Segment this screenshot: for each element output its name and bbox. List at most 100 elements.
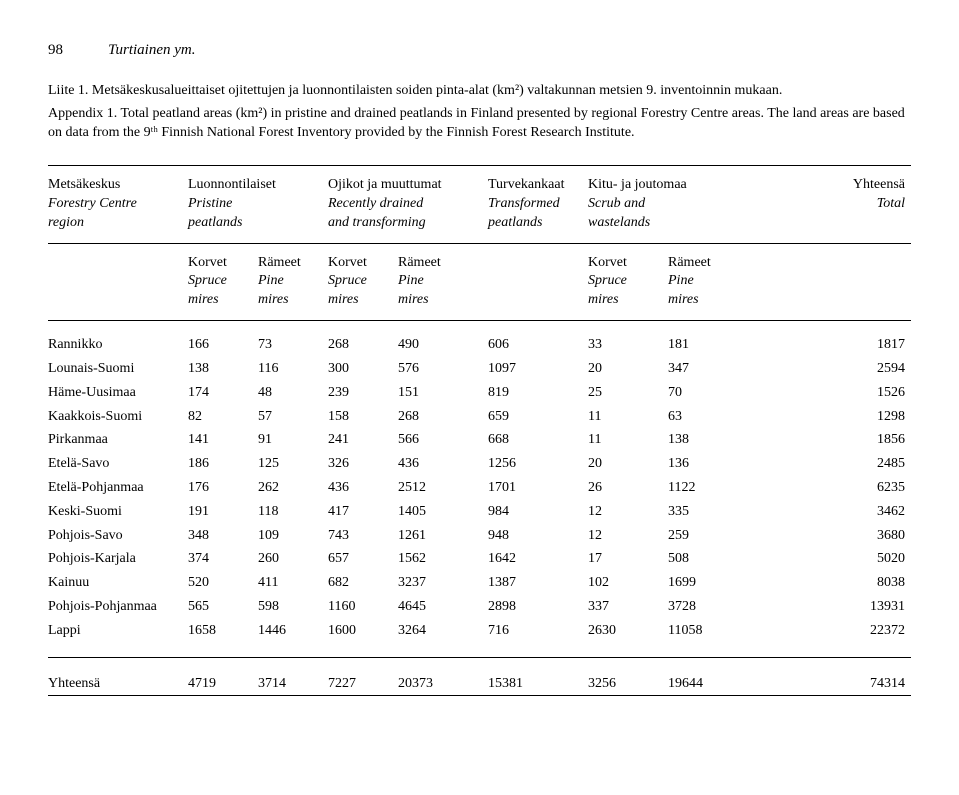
- cell-k1: 102: [588, 571, 668, 595]
- cell-y: 1298: [758, 405, 911, 429]
- cell-l2: 48: [258, 381, 328, 405]
- cell-o1: 1160: [328, 595, 398, 619]
- cell-l1: 520: [188, 571, 258, 595]
- cell-k2: 136: [668, 452, 758, 476]
- hdr-blank: [48, 254, 188, 273]
- cell-o2: 2512: [398, 476, 488, 500]
- total-l1: 4719: [188, 672, 258, 696]
- cell-region: Kaakkois-Suomi: [48, 405, 188, 429]
- cell-o2: 490: [398, 333, 488, 357]
- total-t: 15381: [488, 672, 588, 696]
- cell-region: Kainuu: [48, 571, 188, 595]
- table-row: Häme-Uusimaa1744823915181925701526: [48, 381, 911, 405]
- cell-t: 668: [488, 428, 588, 452]
- cell-l1: 186: [188, 452, 258, 476]
- hdr-mires-3: mires: [328, 291, 398, 310]
- caption-english: Appendix 1. Total peatland areas (km²) i…: [48, 105, 911, 143]
- hdr-turve-en: Transformed: [488, 195, 588, 214]
- cell-l1: 82: [188, 405, 258, 429]
- hdr-luon-fi: Luonnontilaiset: [188, 176, 328, 195]
- cell-k1: 20: [588, 452, 668, 476]
- running-head: Turtiainen ym.: [108, 40, 196, 60]
- table-row: Pirkanmaa14191241566668111381856: [48, 428, 911, 452]
- hdr-pine-3: Pine: [668, 272, 758, 291]
- cell-region: Keski-Suomi: [48, 500, 188, 524]
- column-header-group-1: Metsäkeskus Luonnontilaiset Ojikot ja mu…: [48, 166, 911, 243]
- cell-k2: 335: [668, 500, 758, 524]
- cell-o1: 436: [328, 476, 398, 500]
- cell-l2: 73: [258, 333, 328, 357]
- cell-region: Pirkanmaa: [48, 428, 188, 452]
- cell-o1: 268: [328, 333, 398, 357]
- cell-o1: 158: [328, 405, 398, 429]
- running-header: 98 Turtiainen ym.: [48, 40, 911, 60]
- cell-o2: 3264: [398, 619, 488, 643]
- cell-o1: 417: [328, 500, 398, 524]
- table-row: Kainuu5204116823237138710216998038: [48, 571, 911, 595]
- hdr-region-fi: Metsäkeskus: [48, 176, 188, 195]
- hdr-turve-en2: peatlands: [488, 214, 588, 233]
- page-number: 98: [48, 40, 108, 60]
- cell-l2: 262: [258, 476, 328, 500]
- cell-k2: 11058: [668, 619, 758, 643]
- cell-o1: 300: [328, 357, 398, 381]
- cell-l2: 260: [258, 547, 328, 571]
- cell-k1: 20: [588, 357, 668, 381]
- hdr-blank: [488, 254, 588, 273]
- hdr-blank: [48, 272, 188, 291]
- hdr-spruce-3: Spruce: [588, 272, 668, 291]
- cell-o1: 743: [328, 524, 398, 548]
- hdr-yht-en2: [758, 214, 911, 233]
- table-row: Etelä-Savo1861253264361256201362485: [48, 452, 911, 476]
- cell-l1: 176: [188, 476, 258, 500]
- cell-region: Häme-Uusimaa: [48, 381, 188, 405]
- cell-o1: 326: [328, 452, 398, 476]
- cell-l2: 125: [258, 452, 328, 476]
- hdr-korvet-1: Korvet: [188, 254, 258, 273]
- total-row-block: Yhteensä 4719 3714 7227 20373 15381 3256…: [48, 658, 911, 696]
- cell-k2: 138: [668, 428, 758, 452]
- hdr-rameet-1: Rämeet: [258, 254, 328, 273]
- cell-t: 716: [488, 619, 588, 643]
- cell-l1: 174: [188, 381, 258, 405]
- cell-t: 819: [488, 381, 588, 405]
- cell-o2: 4645: [398, 595, 488, 619]
- cell-o2: 566: [398, 428, 488, 452]
- hdr-ojik-fi: Ojikot ja muuttumat: [328, 176, 488, 195]
- hdr-mires-5: mires: [588, 291, 668, 310]
- hdr-rameet-2: Rämeet: [398, 254, 488, 273]
- cell-o1: 682: [328, 571, 398, 595]
- cell-t: 606: [488, 333, 588, 357]
- hdr-mires-4: mires: [398, 291, 488, 310]
- table-row: Pohjois-Karjala3742606571562164217508502…: [48, 547, 911, 571]
- hdr-region-en: Forestry Centre: [48, 195, 188, 214]
- total-k1: 3256: [588, 672, 668, 696]
- hdr-luon-en2: peatlands: [188, 214, 328, 233]
- cell-o2: 1405: [398, 500, 488, 524]
- hdr-mires-6: mires: [668, 291, 758, 310]
- cell-k2: 259: [668, 524, 758, 548]
- total-label: Yhteensä: [48, 672, 188, 696]
- cell-o2: 1562: [398, 547, 488, 571]
- cell-l2: 1446: [258, 619, 328, 643]
- cell-t: 2898: [488, 595, 588, 619]
- cell-k2: 1699: [668, 571, 758, 595]
- total-l2: 3714: [258, 672, 328, 696]
- cell-region: Pohjois-Savo: [48, 524, 188, 548]
- cell-k1: 337: [588, 595, 668, 619]
- hdr-blank: [48, 291, 188, 310]
- cell-t: 1097: [488, 357, 588, 381]
- hdr-ojik-en: Recently drained: [328, 195, 488, 214]
- cell-y: 3680: [758, 524, 911, 548]
- cell-y: 13931: [758, 595, 911, 619]
- rule-bottom2: [48, 695, 911, 696]
- cell-region: Lappi: [48, 619, 188, 643]
- cell-o1: 241: [328, 428, 398, 452]
- cell-l1: 138: [188, 357, 258, 381]
- cell-l2: 118: [258, 500, 328, 524]
- cell-o1: 657: [328, 547, 398, 571]
- cell-l1: 141: [188, 428, 258, 452]
- cell-l1: 374: [188, 547, 258, 571]
- cell-y: 6235: [758, 476, 911, 500]
- table-row: Lounais-Suomi1381163005761097203472594: [48, 357, 911, 381]
